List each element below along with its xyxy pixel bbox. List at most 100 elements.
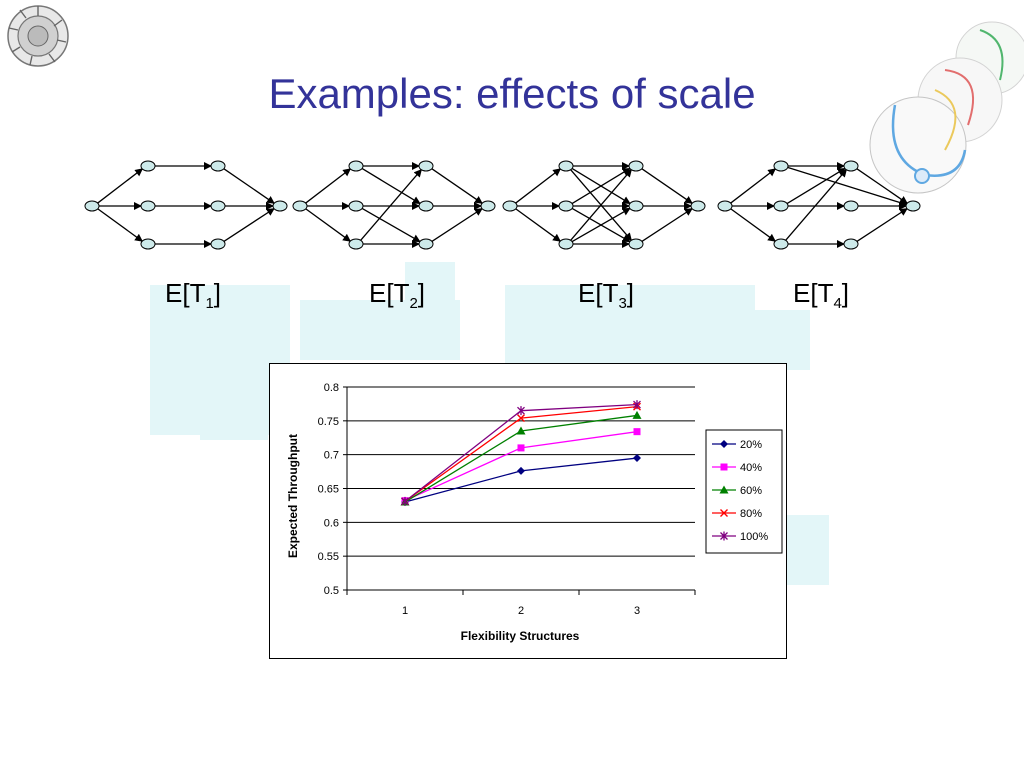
expectation-label-2: E[T2] (369, 278, 425, 312)
network-node (292, 200, 308, 212)
network-node (210, 238, 226, 250)
legend-box (705, 429, 783, 554)
network-edge (570, 207, 631, 243)
label-close: ] (626, 278, 635, 308)
network-node (84, 200, 100, 212)
background-pattern (787, 515, 829, 585)
network-node (348, 200, 364, 212)
series-80-pct (401, 402, 641, 506)
network-node (628, 160, 644, 172)
network-node (418, 200, 434, 212)
network-node (558, 238, 574, 250)
data-point (517, 466, 525, 475)
shell-logo-icon (7, 5, 69, 67)
x-tick-label: 2 (518, 605, 524, 617)
y-tick-label: 0.75 (318, 416, 339, 428)
x-axis-title: Flexibility Structures (461, 629, 580, 643)
network-node (210, 160, 226, 172)
background-pattern (750, 310, 810, 370)
legend-item: 40% (712, 462, 762, 474)
series-line (404, 431, 638, 502)
x-tick-label: 1 (402, 605, 408, 617)
network-node (905, 200, 921, 212)
network-edge (359, 168, 422, 242)
y-tick-label: 0.65 (318, 484, 339, 496)
label-close: ] (213, 278, 222, 308)
data-point (517, 444, 525, 452)
background-pattern (405, 262, 455, 302)
network-edge (786, 166, 908, 207)
chart-frame: 0.5 0.55 0.6 0.65 0.7 0.75 0.8 1 2 3 Expected Thr… (269, 363, 787, 659)
data-point (401, 496, 409, 506)
network-node (210, 200, 226, 212)
legend-item: 20% (712, 439, 762, 451)
network-node (690, 200, 706, 212)
network-node (717, 200, 733, 212)
data-point (517, 414, 525, 423)
label-base: E[T (165, 278, 206, 308)
network-node (843, 238, 859, 250)
legend-label: 100% (740, 531, 768, 543)
network-node (843, 160, 859, 172)
network-node (140, 238, 156, 250)
legend-item: 100% (712, 531, 768, 543)
legend-marker (720, 531, 728, 541)
network-node (773, 200, 789, 212)
label-subscript: 4 (833, 295, 842, 313)
network-edge (729, 207, 777, 242)
legend-item: 80% (712, 508, 762, 520)
network-node (272, 200, 288, 212)
network-edge (430, 167, 483, 204)
network-node (348, 160, 364, 172)
series-20-pct (401, 454, 641, 507)
network-edge (514, 207, 562, 242)
background-pattern (505, 285, 755, 363)
network-node (418, 160, 434, 172)
series-layer (400, 400, 642, 507)
network-edge (569, 168, 632, 242)
network-node (628, 238, 644, 250)
legend-marker (720, 440, 728, 448)
throughput-chart: 0.5 0.55 0.6 0.65 0.7 0.75 0.8 1 2 3 Expected Thr… (286, 382, 783, 643)
network-diagram-1 (84, 160, 288, 250)
expectation-label-4: E[T4] (793, 278, 849, 312)
legend-label: 20% (740, 439, 762, 451)
network-node (140, 160, 156, 172)
network-edge (304, 207, 352, 242)
data-point (632, 410, 642, 419)
network-node (480, 200, 496, 212)
legend-label: 60% (740, 485, 762, 497)
x-tick-label: 3 (634, 605, 640, 617)
background-pattern (300, 300, 460, 360)
data-point (516, 426, 526, 435)
network-node (773, 238, 789, 250)
legend-marker (720, 509, 728, 517)
expectation-label-3: E[T3] (578, 278, 634, 312)
network-node (558, 160, 574, 172)
legend: 20% 40% 60% 80% 100% (705, 429, 783, 554)
network-edge (360, 167, 421, 205)
label-subscript: 2 (409, 295, 418, 313)
legend-marker (720, 463, 728, 471)
network-node (348, 238, 364, 250)
network-edge (855, 208, 908, 243)
label-base: E[T (793, 278, 834, 308)
network-node (773, 160, 789, 172)
data-point (633, 454, 641, 463)
y-tick-label: 0.5 (324, 585, 339, 597)
network-node (502, 200, 518, 212)
y-tick-label: 0.7 (324, 450, 339, 462)
network-edge (222, 208, 275, 243)
network-node (628, 200, 644, 212)
network-edge (855, 167, 908, 204)
network-node (843, 200, 859, 212)
network-diagram-4 (717, 160, 921, 250)
data-point (633, 428, 641, 436)
y-tick-label: 0.6 (324, 517, 339, 529)
network-edge (96, 207, 144, 242)
network-edge (785, 167, 846, 205)
legend-marker (719, 485, 729, 494)
data-point (517, 406, 525, 416)
